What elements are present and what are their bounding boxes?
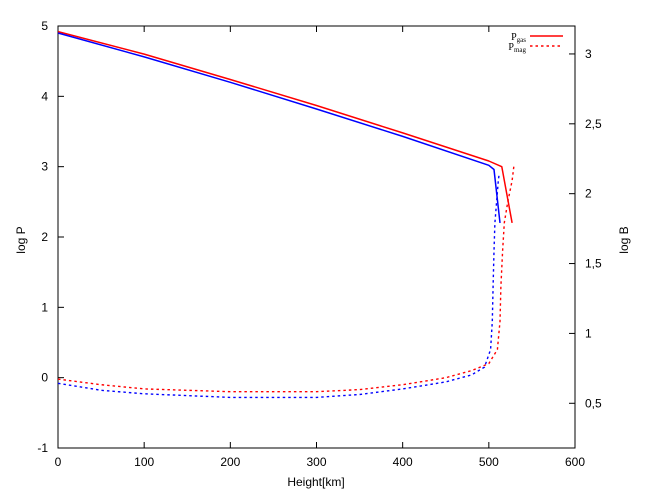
y2-axis-ticks: 0,5 1 1,5 2 2,5 3 (569, 47, 602, 410)
x-tick-label: 200 (220, 455, 240, 469)
legend-label-1: Pgas (511, 32, 526, 44)
series-line-2-solid (57, 32, 501, 223)
y-tick-label: -1 (37, 441, 48, 455)
y2-tick-label: 1 (585, 326, 592, 340)
legend-label-2: Pmag (508, 42, 526, 54)
x-axis-ticks: 0 100 200 300 400 500 600 (55, 26, 585, 469)
series-line-1-solid (57, 30, 513, 224)
y-tick-label: 0 (41, 371, 48, 385)
y2-tick-label: 0,5 (585, 396, 602, 410)
x-tick-label: 500 (479, 455, 499, 469)
y-tick-label: 4 (41, 89, 48, 103)
y-tick-label: 2 (41, 230, 48, 244)
y2-tick-label: 3 (585, 47, 592, 61)
y2-axis-label: log B (617, 226, 631, 253)
y-tick-label: 1 (41, 300, 48, 314)
x-tick-label: 400 (393, 455, 413, 469)
y2-tick-label: 1,5 (585, 257, 602, 271)
y-axis-ticks: -1 0 1 2 3 4 5 (37, 19, 64, 455)
y-tick-label: 5 (41, 19, 48, 33)
series-line-4-dotted (57, 173, 500, 399)
series-line-3-dotted (57, 166, 515, 393)
x-tick-label: 0 (55, 455, 62, 469)
x-tick-label: 600 (565, 455, 585, 469)
y2-tick-label: 2 (585, 187, 592, 201)
y-axis-label: log P (14, 226, 28, 253)
x-tick-label: 100 (134, 455, 154, 469)
x-axis-label: Height[km] (287, 475, 344, 489)
y2-tick-label: 2,5 (585, 117, 602, 131)
series-layer (57, 30, 515, 399)
x-tick-label: 300 (306, 455, 326, 469)
y-tick-label: 3 (41, 160, 48, 174)
